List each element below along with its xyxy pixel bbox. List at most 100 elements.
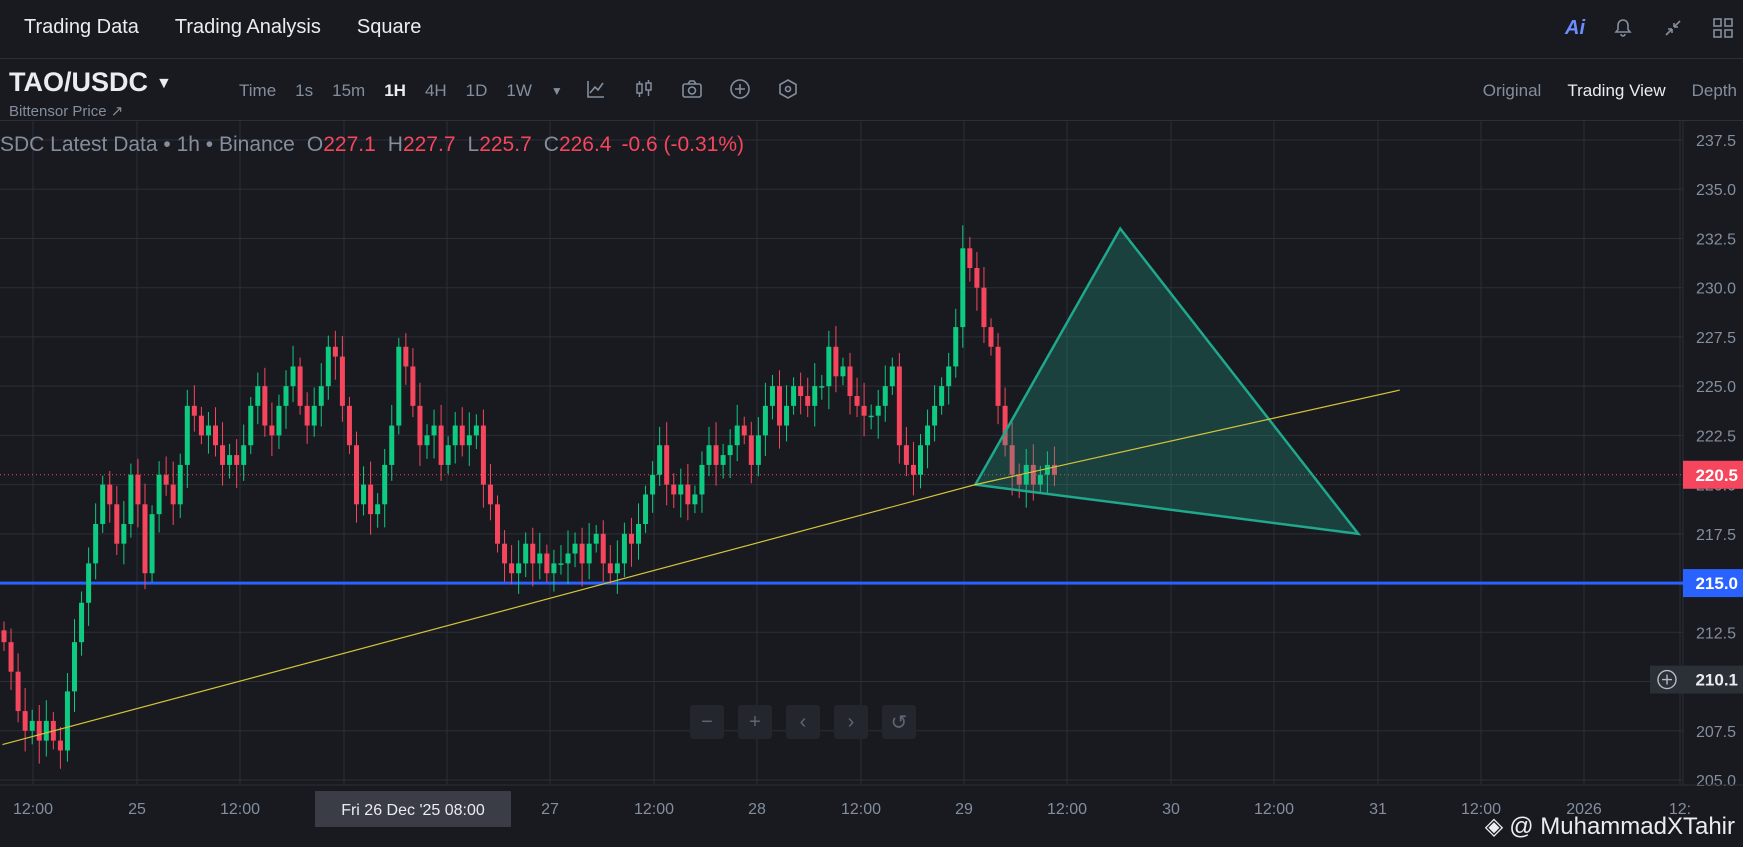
candle-down	[36, 720, 42, 741]
candle-up	[86, 563, 92, 603]
candle-up	[953, 327, 959, 367]
candle-up	[826, 346, 832, 387]
candle-down	[410, 366, 416, 406]
candle-up	[325, 346, 331, 387]
interval-1d[interactable]: 1D	[465, 81, 488, 100]
pair-selector[interactable]: TAO/USDC ▼	[9, 67, 172, 98]
candle-down	[1016, 474, 1022, 485]
candle-up	[650, 474, 656, 495]
chart-legend: SDC Latest Data • 1h • Binance O227.1 H227…	[0, 133, 744, 157]
candle-up	[1023, 464, 1029, 485]
candle-down	[114, 504, 120, 544]
candle-down	[861, 405, 867, 416]
candle-up	[79, 602, 85, 643]
candle-down	[847, 366, 853, 396]
candle-up	[276, 405, 282, 436]
candle-up	[812, 386, 818, 406]
y-tick-label: 222.5	[1696, 428, 1736, 445]
interval-1w[interactable]: 1W	[506, 81, 532, 100]
candle-down	[15, 671, 21, 712]
candle-up	[424, 435, 430, 446]
candle-down	[459, 425, 465, 446]
candle-down	[502, 543, 508, 564]
indicator-icon[interactable]	[584, 77, 608, 101]
legend-title: SDC Latest Data • 1h • Binance	[0, 133, 295, 156]
candle-down	[1009, 445, 1015, 475]
candle-down	[854, 396, 860, 406]
crosshair-price-tag: 210.1	[1695, 671, 1738, 690]
candle-down	[57, 740, 63, 751]
candle-up	[784, 405, 790, 426]
crosshair-plus-icon[interactable]	[1657, 669, 1677, 690]
legend-open: 227.1	[323, 133, 376, 156]
candle-down	[480, 425, 486, 485]
candle-down	[967, 248, 973, 268]
add-icon[interactable]	[728, 77, 752, 101]
candle-up	[946, 366, 952, 387]
view-trading-view[interactable]: Trading View	[1567, 81, 1666, 100]
candle-down	[1, 630, 7, 643]
bell-icon[interactable]	[1611, 16, 1635, 40]
candle-up	[840, 366, 846, 377]
grid-icon[interactable]	[1711, 16, 1735, 40]
trend-line[interactable]	[2, 389, 1400, 746]
candle-up	[100, 484, 106, 524]
candle-up	[932, 405, 938, 426]
interval-4h[interactable]: 4H	[424, 81, 447, 100]
triangle-drawing[interactable]	[973, 226, 1362, 536]
collapse-icon[interactable]	[1661, 16, 1685, 40]
candle-down	[995, 346, 1001, 406]
scroll-left-button[interactable]: ‹	[786, 705, 820, 739]
pair-subtitle[interactable]: Bittensor Price ↗	[9, 103, 124, 120]
zoom-out-button[interactable]: −	[690, 705, 724, 739]
interval-more-icon[interactable]: ▼	[550, 84, 563, 98]
scroll-right-button[interactable]: ›	[834, 705, 868, 739]
x-tick-label: 12:00	[1254, 801, 1294, 818]
camera-icon[interactable]	[680, 77, 704, 101]
price-chart[interactable]: 237.5235.0232.5230.0227.5225.0222.5220.0…	[0, 121, 1743, 847]
candle-up	[875, 405, 881, 416]
candle-down	[910, 464, 916, 475]
view-original[interactable]: Original	[1482, 81, 1542, 100]
candle-up	[1037, 474, 1043, 485]
candle-down	[135, 474, 141, 505]
interval-1h[interactable]: 1H	[384, 81, 406, 100]
candle-down	[142, 504, 148, 574]
reset-button[interactable]: ↺	[882, 705, 916, 739]
candle-up	[678, 484, 684, 495]
interval-1s[interactable]: 1s	[295, 81, 314, 100]
candle-up	[572, 543, 578, 554]
top-bar: Trading Data Trading Analysis Square Ai	[0, 0, 1743, 59]
candle-up	[516, 563, 522, 574]
chart-toolbar: TAO/USDC ▼ Bittensor Price ↗ Time 1s 15m …	[0, 58, 1743, 121]
interval-time[interactable]: Time	[239, 81, 277, 100]
candle-up	[255, 386, 261, 406]
candle-up	[769, 386, 775, 406]
ai-icon[interactable]: Ai	[1565, 16, 1585, 39]
candle-down	[509, 563, 515, 574]
candle-up	[396, 346, 402, 426]
settings-hex-icon[interactable]	[776, 77, 800, 101]
candle-down	[903, 445, 909, 465]
chart-tools	[584, 77, 800, 101]
candle-down	[262, 386, 268, 426]
nav-square[interactable]: Square	[356, 16, 422, 38]
candle-up	[586, 543, 592, 564]
crosshair-date-label: Fri 26 Dec '25 08:00	[341, 802, 485, 819]
candle-up	[551, 563, 557, 574]
candle-up	[205, 425, 211, 436]
nav-trading-analysis[interactable]: Trading Analysis	[174, 16, 321, 38]
x-tick-label: 29	[955, 801, 973, 818]
zoom-in-button[interactable]: +	[738, 705, 772, 739]
y-tick-label: 227.5	[1696, 330, 1736, 347]
candle-up	[791, 386, 797, 406]
candle-type-icon[interactable]	[632, 77, 656, 101]
legend-high-label: H	[387, 133, 403, 156]
candle-down	[170, 484, 176, 505]
nav-trading-data[interactable]: Trading Data	[24, 16, 139, 38]
interval-15m[interactable]: 15m	[332, 81, 366, 100]
candle-up	[868, 415, 874, 418]
view-depth[interactable]: Depth	[1691, 81, 1737, 100]
candle-up	[706, 445, 712, 465]
candle-down	[544, 553, 550, 574]
